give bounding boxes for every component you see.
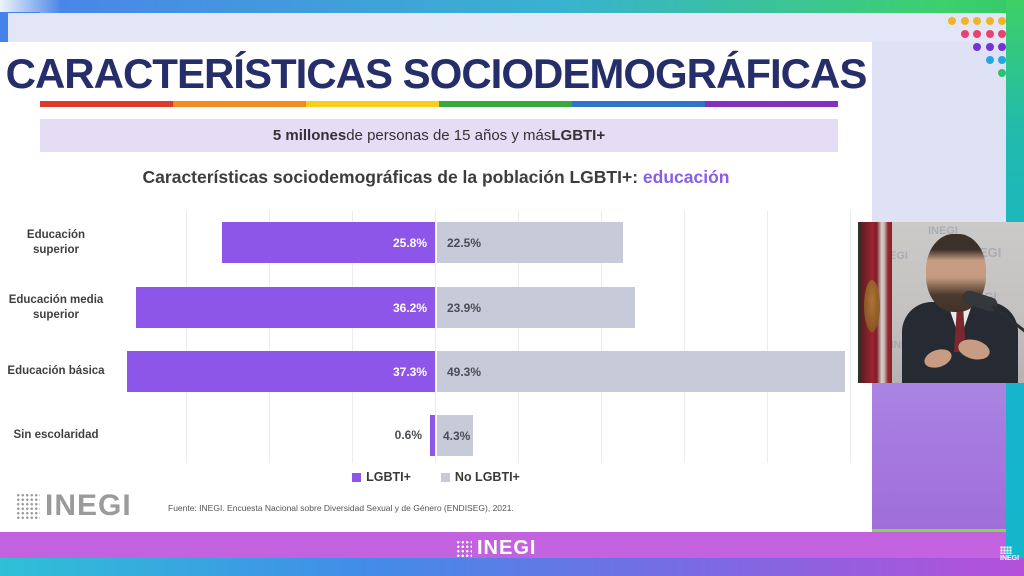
decor-dot <box>998 30 1006 38</box>
decor-dot <box>960 17 969 25</box>
decor-dot <box>973 17 981 25</box>
bar-value-no-lgbti: 4.3% <box>443 428 471 443</box>
legend-item: No LGBTI+ <box>440 470 520 484</box>
bar-value-lgbti: 36.2% <box>392 300 427 315</box>
chart-gridline <box>850 211 851 463</box>
bar-lgbti: 25.8% <box>222 222 435 263</box>
category-label: Educación superior <box>26 229 86 256</box>
chart-gridline <box>767 211 768 463</box>
source-note: Fuente: INEGI. Encuesta Nacional sobre D… <box>168 503 514 513</box>
decor-dot <box>985 43 994 51</box>
bar-no-lgbti: 23.9% <box>437 287 635 328</box>
background-top-gradient <box>0 0 1024 14</box>
rainbow-divider <box>40 101 838 107</box>
decor-dot <box>948 17 956 25</box>
mexican-flag <box>858 222 892 383</box>
decor-dot <box>998 43 1006 51</box>
slide-title: CARACTERÍSTICAS SOCIODEMOGRÁFICAS <box>5 50 868 97</box>
inegi-logo-corner: INEGI <box>1000 546 1019 562</box>
legend-item: LGBTI+ <box>352 470 411 484</box>
bar-value-no-lgbti: 49.3% <box>447 364 482 379</box>
bar-value-no-lgbti: 23.9% <box>447 300 482 315</box>
chart-gridline <box>352 211 353 463</box>
inegi-dot-icon <box>456 540 472 557</box>
decor-dot <box>998 56 1006 64</box>
banner-count: 5 millones <box>272 127 347 144</box>
chart-gridline <box>518 211 519 463</box>
decor-dot <box>960 30 969 38</box>
legend-swatch <box>440 472 450 482</box>
category-label: Educación media superior <box>8 294 104 321</box>
bar-value-lgbti: 0.6% <box>394 428 422 442</box>
chart-gridline <box>601 211 602 463</box>
decor-dot <box>985 30 994 38</box>
banner-suffix: LGBTI+ <box>551 127 606 144</box>
inegi-logo-slide: INEGI <box>16 489 132 523</box>
rainbow-segment <box>439 101 572 107</box>
banner-text: de personas de 15 años y más <box>346 127 552 144</box>
bar-lgbti <box>430 415 435 456</box>
speaker-video-overlay[interactable]: INEGIINEGIINEGIINEGIINEGIINEGIINEGI <box>858 222 1024 383</box>
legend-label: LGBTI+ <box>366 470 411 484</box>
inegi-dot-icon <box>1000 546 1012 554</box>
decor-dot <box>973 43 981 51</box>
inegi-logo-footer: INEGI <box>456 537 536 560</box>
bar-lgbti: 36.2% <box>136 287 435 328</box>
chart-title-highlight: educación <box>642 167 730 187</box>
rainbow-segment <box>306 101 439 107</box>
rainbow-segment <box>173 101 306 107</box>
chart-gridline <box>435 211 436 463</box>
category-label: Sin escolaridad <box>13 429 99 442</box>
slide-margin-top <box>8 13 1006 42</box>
footer-bar <box>0 532 1006 558</box>
decor-dot <box>998 69 1006 77</box>
rainbow-segment <box>705 101 838 107</box>
chart-legend: LGBTI+ No LGBTI+ <box>0 470 872 484</box>
legend-swatch <box>352 472 362 482</box>
chart-title: Características sociodemográficas de la … <box>142 167 730 187</box>
decor-dot <box>985 56 994 64</box>
bar-value-lgbti: 25.8% <box>392 235 427 250</box>
bar-no-lgbti: 22.5% <box>437 222 623 263</box>
chart-gridline <box>269 211 270 463</box>
rainbow-segment <box>572 101 705 107</box>
green-accent-line <box>858 529 1006 532</box>
population-banner: 5 millones de personas de 15 años y más … <box>40 119 838 152</box>
decor-dot <box>998 17 1006 25</box>
inegi-dot-icon <box>16 493 40 519</box>
flag-crest <box>864 280 880 332</box>
bar-value-no-lgbti: 22.5% <box>447 235 482 250</box>
bar-lgbti: 37.3% <box>127 351 435 392</box>
chart-gridline <box>186 211 187 463</box>
category-label: Educación básica <box>7 365 105 378</box>
bar-value-lgbti: 37.3% <box>392 364 427 379</box>
chart-gridline <box>684 211 685 463</box>
rainbow-segment <box>40 101 173 107</box>
decor-dot <box>973 30 981 38</box>
decor-dot <box>985 17 994 25</box>
bar-no-lgbti: 4.3% <box>437 415 473 456</box>
background-bottom-gradient <box>0 558 1024 576</box>
bar-no-lgbti: 49.3% <box>437 351 845 392</box>
slide-margin-right <box>872 42 1006 225</box>
legend-label: No LGBTI+ <box>454 470 520 484</box>
